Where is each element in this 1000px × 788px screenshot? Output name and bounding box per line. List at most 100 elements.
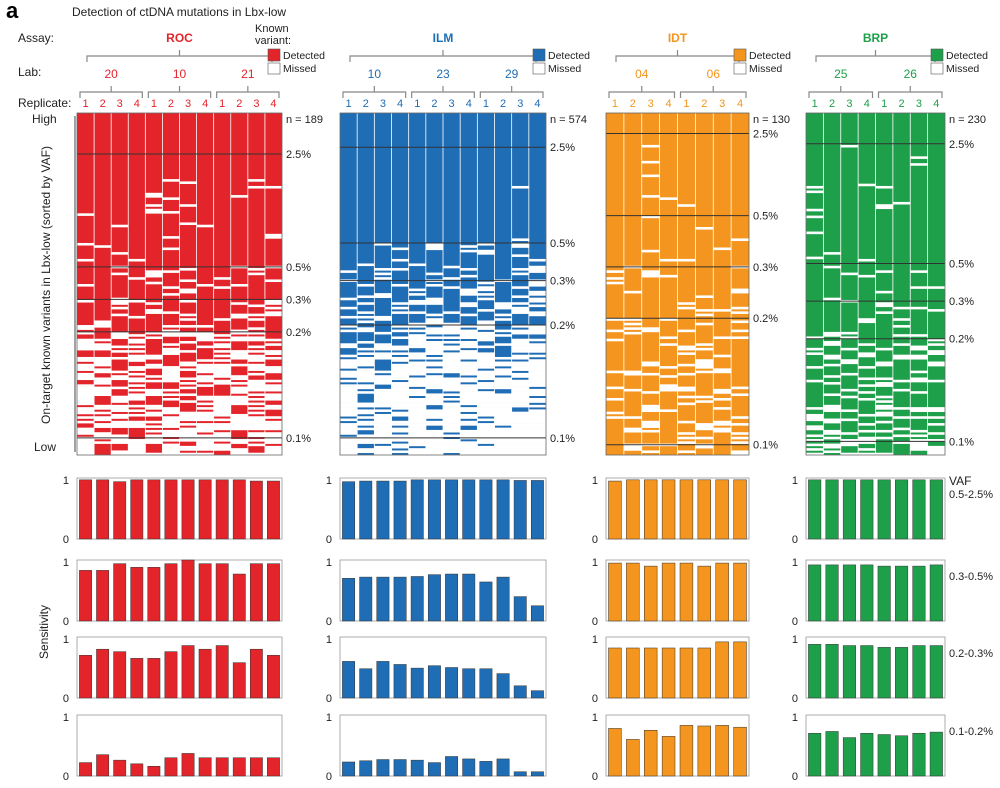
heatmap-missed-cell-roc — [77, 343, 95, 346]
heatmap-missed-cell-ilm — [494, 393, 512, 397]
heatmap-missed-cell-roc — [77, 386, 95, 390]
heatmap-missed-cell-ilm — [374, 439, 392, 442]
heatmap-missed-cell-roc — [230, 423, 249, 426]
heatmap-missed-cell-brp — [823, 393, 842, 397]
heatmap-missed-cell-ilm — [408, 402, 427, 406]
sample-count-idt: n = 130 — [753, 114, 790, 126]
heatmap-missed-cell-roc — [264, 279, 283, 283]
heatmap-missed-cell-ilm — [425, 343, 444, 346]
legend-detected-label-ilm: Detected — [548, 50, 590, 62]
heatmap-missed-cell-ilm — [460, 302, 478, 305]
heatmap-missed-cell-ilm — [340, 402, 358, 406]
sensitivity-bar-ilm — [393, 759, 407, 777]
heatmap-missed-cell-ilm — [391, 352, 409, 355]
heatmap-missed-cell-ilm — [408, 423, 427, 426]
heatmap-missed-cell-ilm — [425, 377, 444, 381]
heatmap-missed-cell-roc — [77, 445, 95, 449]
heatmap-missed-cell-ilm — [528, 441, 547, 444]
sensitivity-tick-0-ilm: 0 — [326, 771, 332, 783]
heatmap-missed-cell-ilm — [340, 372, 358, 376]
heatmap-missed-cell-idt — [677, 441, 696, 444]
heatmap-missed-cell-roc — [213, 418, 232, 422]
heatmap-missed-cell-brp — [823, 265, 842, 269]
heatmap-missed-cell-ilm — [477, 404, 495, 408]
heatmap-missed-cell-roc — [94, 432, 112, 435]
heatmap-missed-cell-roc — [94, 391, 112, 394]
heatmap-missed-cell-roc — [179, 439, 197, 442]
heatmap-missed-cell-brp — [806, 352, 824, 355]
heatmap-missed-cell-roc — [77, 341, 95, 344]
heatmap-missed-cell-roc — [264, 395, 283, 399]
heatmap-missed-cell-idt — [677, 402, 696, 406]
heatmap-missed-cell-ilm — [443, 356, 461, 360]
heatmap-missed-cell-ilm — [494, 379, 512, 383]
sensitivity-tick-1-idt: 1 — [592, 712, 598, 724]
heatmap-missed-cell-ilm — [391, 407, 409, 410]
heatmap-missed-cell-ilm — [528, 327, 547, 330]
heatmap-missed-cell-ilm — [494, 318, 512, 321]
heatmap-missed-cell-ilm — [391, 429, 409, 433]
heatmap-missed-cell-ilm — [460, 304, 478, 308]
sensitivity-bar-idt — [715, 725, 729, 777]
heatmap-missed-cell-roc — [111, 334, 129, 337]
heatmap-missed-cell-ilm — [528, 432, 547, 435]
heatmap-missed-cell-roc — [264, 370, 283, 374]
heatmap-missed-cell-roc — [230, 350, 249, 353]
sensitivity-bar-brp — [929, 731, 943, 777]
sensitivity-bar-ilm — [359, 760, 373, 777]
sensitivity-bar-brp — [929, 645, 943, 699]
replicate-label-brp: 3 — [846, 98, 852, 110]
replicate-label-ilm: 4 — [466, 98, 472, 110]
heatmap-missed-cell-ilm — [494, 423, 512, 426]
heatmap-missed-cell-roc — [77, 443, 95, 447]
heatmap-missed-cell-ilm — [425, 382, 444, 385]
heatmap-missed-cell-ilm — [357, 370, 375, 374]
heatmap-missed-cell-brp — [806, 452, 824, 456]
heatmap-missed-cell-ilm — [443, 448, 461, 451]
heatmap-missed-cell-roc — [77, 384, 95, 387]
heatmap-missed-cell-brp — [858, 413, 876, 417]
heatmap-missed-cell-ilm — [374, 398, 392, 401]
heatmap-missed-cell-idt — [731, 450, 750, 454]
heatmap-missed-cell-idt — [695, 363, 714, 367]
heatmap-missed-cell-ilm — [443, 425, 461, 428]
sensitivity-bar-ilm — [445, 479, 459, 540]
lab-bracket-roc-20 — [79, 86, 143, 98]
heatmap-missed-cell-ilm — [460, 345, 478, 349]
heatmap-missed-cell-ilm — [460, 288, 478, 292]
heatmap-missed-cell-ilm — [443, 411, 461, 415]
sensitivity-bar-ilm — [513, 480, 527, 540]
heatmap-missed-cell-brp — [910, 434, 928, 438]
heatmap-missed-cell-roc — [213, 425, 232, 428]
heatmap-missed-cell-roc — [179, 386, 197, 390]
heatmap-missed-cell-ilm — [477, 386, 495, 390]
heatmap-missed-cell-roc — [196, 334, 214, 337]
heatmap-missed-cell-idt — [731, 238, 750, 241]
heatmap-missed-cell-roc — [264, 299, 283, 303]
heatmap-missed-cell-roc — [264, 338, 283, 342]
heatmap-missed-cell-roc — [94, 343, 112, 346]
heatmap-missed-cell-brp — [823, 436, 842, 440]
heatmap-missed-cell-brp — [823, 429, 842, 433]
heatmap-missed-cell-ilm — [340, 393, 358, 397]
figure-title: Detection of ctDNA mutations in Lbx-low — [72, 5, 286, 19]
heatmap-missed-cell-ilm — [477, 400, 495, 403]
heatmap-missed-cell-ilm — [443, 368, 461, 371]
sensitivity-bar-brp — [912, 479, 926, 540]
heatmap-missed-cell-ilm — [408, 338, 427, 342]
heatmap-missed-cell-ilm — [425, 341, 444, 344]
heatmap-missed-cell-ilm — [477, 325, 495, 328]
heatmap-missed-cell-ilm — [528, 425, 547, 428]
heatmap-missed-cell-ilm — [374, 277, 392, 280]
heatmap-missed-cell-ilm — [494, 443, 512, 447]
sensitivity-bar-roc — [130, 567, 144, 622]
heatmap-missed-cell-ilm — [408, 343, 427, 346]
heatmap-missed-cell-ilm — [443, 434, 461, 438]
sensitivity-tick-0-idt: 0 — [592, 771, 598, 783]
heatmap-missed-cell-idt — [641, 450, 660, 454]
heatmap-missed-cell-roc — [179, 334, 197, 337]
heatmap-missed-cell-roc — [94, 418, 112, 422]
heatmap-missed-cell-roc — [247, 384, 266, 387]
heatmap-missed-cell-roc — [77, 284, 95, 287]
heatmap-missed-cell-roc — [264, 350, 283, 353]
